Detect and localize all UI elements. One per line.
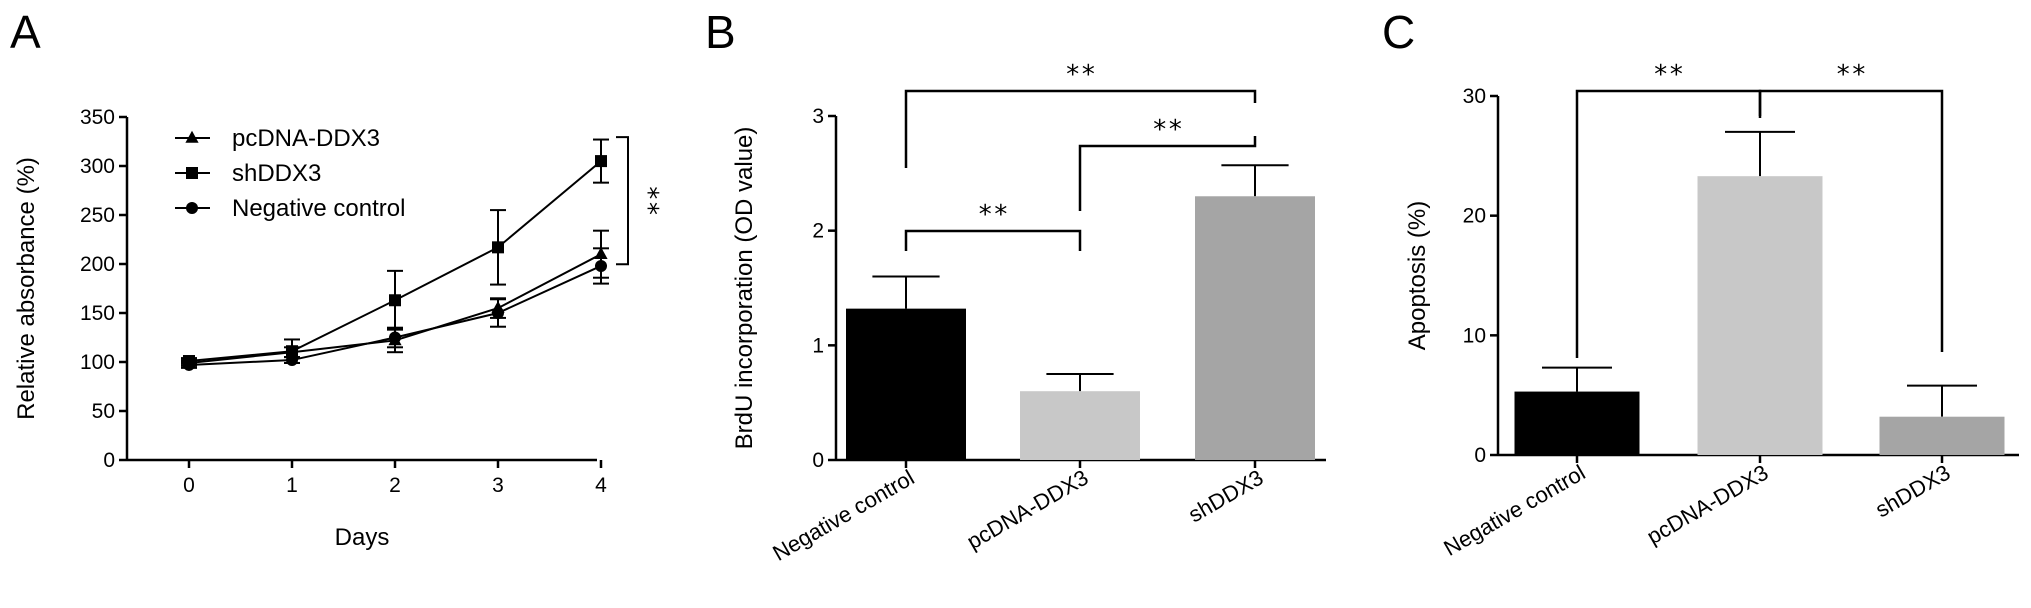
significance-label: ** xyxy=(633,185,663,216)
panel-b-letter: B xyxy=(705,6,736,58)
y-tick-label: 350 xyxy=(80,106,115,129)
y-tick-label: 250 xyxy=(80,204,115,227)
panel-b-bar-chart: 0 1 2 3 BrdU incorporation (OD value) Negativ… xyxy=(731,60,1326,566)
x-tick-label: 3 xyxy=(492,474,504,497)
significance-label: ** xyxy=(1065,60,1096,90)
bar-shddx3 xyxy=(1195,196,1315,460)
x-axis-title: Days xyxy=(335,524,390,551)
y-axis-title: BrdU incorporation (OD value) xyxy=(731,127,758,450)
y-tick-label: 30 xyxy=(1463,85,1486,108)
significance-bracket xyxy=(616,136,629,266)
y-axis-title: Apoptosis (%) xyxy=(1404,201,1431,350)
bar-negative-control xyxy=(846,308,966,460)
bar-negative-control xyxy=(1514,391,1640,455)
x-tick-label: 4 xyxy=(595,474,607,497)
legend-label: shDDX3 xyxy=(232,160,321,187)
bar-pcdna-ddx3 xyxy=(1020,391,1140,460)
y-tick-label: 20 xyxy=(1463,205,1486,228)
significance-label: ** xyxy=(977,200,1008,230)
y-axis-title: Relative absorbance (%) xyxy=(13,157,40,420)
significance-label: ** xyxy=(1653,60,1684,90)
data-point xyxy=(492,241,504,254)
data-point xyxy=(286,345,298,358)
significance-bracket xyxy=(904,229,1082,251)
y-tick-label: 100 xyxy=(80,351,115,374)
legend-marker xyxy=(186,202,198,214)
panel-a-line-chart: 0 50 100 150 200 250 300 350 0 1 2 3 4 Days Relative a… xyxy=(13,106,663,551)
bar-pcdna-ddx3 xyxy=(1697,176,1823,455)
data-point xyxy=(492,307,504,319)
category-label: shDDX3 xyxy=(1871,460,1954,523)
significance-bracket xyxy=(904,89,1257,168)
y-tick-label: 2 xyxy=(812,220,824,243)
series-negative-control xyxy=(181,247,609,371)
legend-marker xyxy=(186,167,198,179)
y-tick-label: 10 xyxy=(1463,324,1486,347)
data-point xyxy=(595,259,607,272)
data-point xyxy=(389,294,401,307)
y-tick-label: 0 xyxy=(103,449,115,472)
y-tick-label: 200 xyxy=(80,253,115,276)
panel-c-bar-chart: 0 10 20 30 Apoptosis (%) Negative control pcDN… xyxy=(1404,60,2019,561)
y-tick-label: 150 xyxy=(80,302,115,325)
y-tick-label: 0 xyxy=(1474,444,1486,467)
data-point xyxy=(595,155,607,168)
significance-label: ** xyxy=(1152,115,1183,145)
data-point xyxy=(183,358,195,371)
significance-bracket xyxy=(1078,136,1257,211)
x-tick-label: 1 xyxy=(286,474,298,497)
category-label: Negative control xyxy=(1439,460,1589,561)
bar-shddx3 xyxy=(1879,416,2005,455)
panel-c-letter: C xyxy=(1382,6,1415,58)
y-tick-label: 50 xyxy=(92,400,115,423)
legend-marker xyxy=(185,130,199,143)
y-tick-label: 300 xyxy=(80,155,115,178)
y-tick-label: 3 xyxy=(812,105,824,128)
significance-bracket xyxy=(1758,89,1944,352)
data-point xyxy=(389,331,401,344)
significance-label: ** xyxy=(1835,60,1866,90)
x-tick-label: 0 xyxy=(183,474,195,497)
category-label: pcDNA-DDX3 xyxy=(1642,460,1772,550)
y-tick-label: 1 xyxy=(812,334,824,357)
data-point xyxy=(286,354,298,367)
category-label: shDDX3 xyxy=(1184,465,1267,528)
category-label: pcDNA-DDX3 xyxy=(962,465,1092,555)
category-label: Negative control xyxy=(768,465,918,566)
legend-label: pcDNA-DDX3 xyxy=(232,125,380,152)
panel-a-letter: A xyxy=(10,6,41,58)
x-tick-label: 2 xyxy=(389,474,401,497)
legend-label: Negative control xyxy=(232,195,405,222)
y-tick-label: 0 xyxy=(812,449,824,472)
